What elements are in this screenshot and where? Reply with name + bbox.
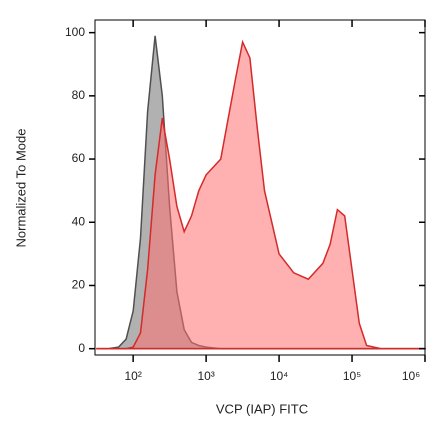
- x-tick-label: 10³: [197, 369, 214, 383]
- x-tick-label: 10⁶: [402, 369, 420, 383]
- y-axis-title: Normalized To Mode: [13, 129, 28, 248]
- x-tick-label: 10⁴: [270, 369, 289, 383]
- y-tick-label: 80: [72, 88, 86, 102]
- x-axis-title: VCP (IAP) FITC: [216, 401, 308, 416]
- y-tick-label: 0: [78, 341, 85, 355]
- histogram-area: [96, 39, 426, 350]
- x-tick-label: 10²: [124, 369, 141, 383]
- y-tick-label: 20: [72, 278, 86, 292]
- y-tick-label: 100: [65, 25, 85, 39]
- y-tick-label: 60: [72, 151, 86, 165]
- y-tick-label: 40: [72, 214, 86, 228]
- plot-frame: [94, 19, 426, 356]
- x-tick-label: 10⁵: [343, 369, 361, 383]
